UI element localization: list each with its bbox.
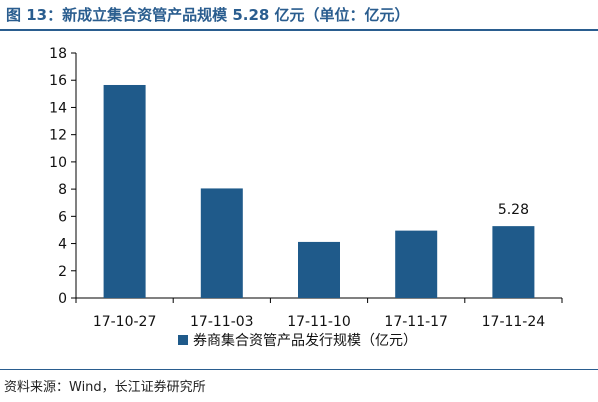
data-label: 5.28: [498, 202, 529, 218]
chart-title: 图 13：新成立集合资管产品规模 5.28 亿元（单位：亿元）: [6, 6, 410, 24]
title-divider: [0, 29, 598, 31]
bar: [492, 226, 535, 298]
y-tick-label: 0: [58, 291, 67, 307]
bar: [103, 84, 146, 298]
y-tick-label: 10: [49, 155, 67, 171]
x-tick-label: 17-11-10: [287, 314, 351, 330]
source-note: 资料来源：Wind，长江证券研究所: [4, 380, 206, 395]
x-tick-label: 17-10-27: [93, 314, 157, 330]
y-tick-label: 4: [58, 237, 67, 253]
source-divider: [0, 369, 598, 370]
y-tick-label: 14: [49, 100, 67, 116]
y-tick-label: 18: [49, 46, 67, 62]
legend-swatch: [178, 335, 188, 345]
y-tick-label: 6: [58, 209, 67, 225]
legend-label: 券商集合资管产品发行规模（亿元）: [193, 332, 417, 349]
bar: [298, 241, 340, 298]
x-tick-label: 17-11-24: [482, 314, 546, 330]
y-tick-label: 16: [49, 73, 67, 89]
bar: [395, 230, 438, 298]
y-tick-label: 12: [49, 128, 67, 144]
y-tick-label: 8: [58, 182, 67, 198]
bar: [200, 188, 243, 298]
x-tick-label: 17-11-03: [190, 314, 254, 330]
y-tick-label: 2: [58, 264, 67, 280]
x-tick-label: 17-11-17: [384, 314, 448, 330]
